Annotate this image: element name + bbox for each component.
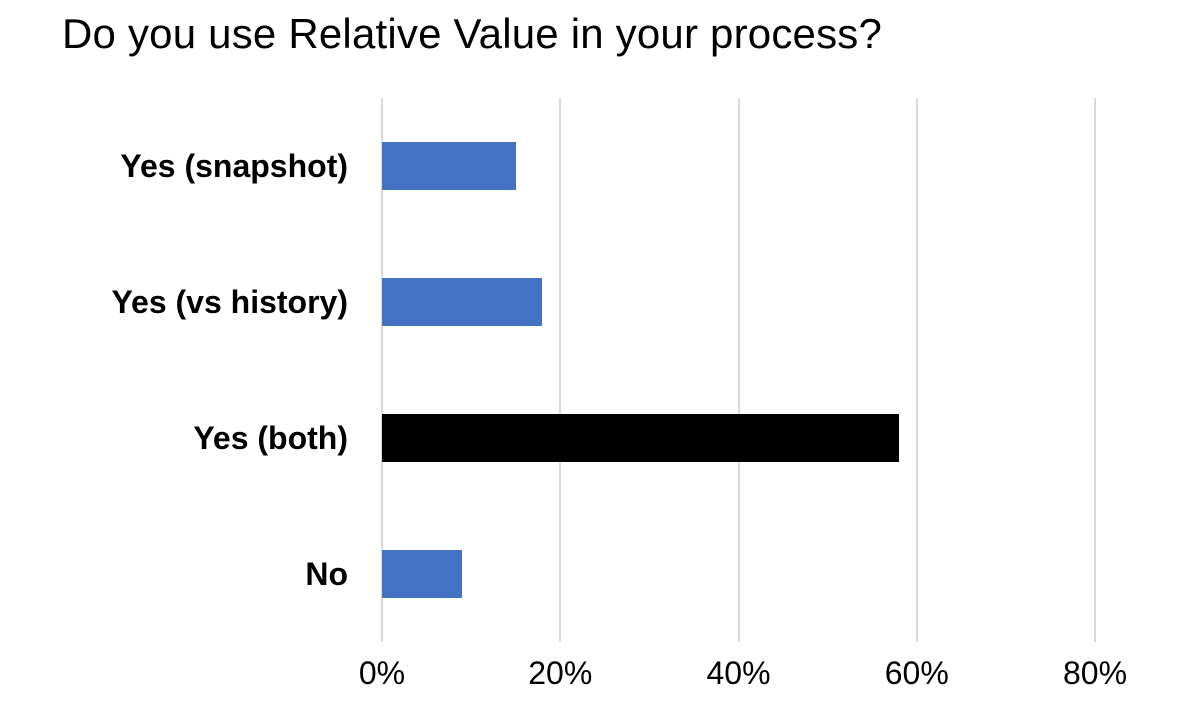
- x-tick-label: 40%: [706, 655, 771, 691]
- plot-area: [382, 98, 1095, 642]
- bar-row-yes-vs-history: [382, 234, 1095, 370]
- x-tick-label: 60%: [884, 655, 949, 691]
- category-label-yes-vs-history: Yes (vs history): [111, 283, 348, 320]
- category-label-yes-snapshot: Yes (snapshot): [120, 147, 348, 184]
- category-label-no: No: [305, 555, 348, 592]
- x-axis: 0% 20% 40% 60% 80%: [359, 655, 1127, 700]
- bar-yes-vs-history: [382, 278, 543, 326]
- gridline: [915, 98, 918, 642]
- gridline: [559, 98, 562, 642]
- gridline: [1094, 98, 1096, 642]
- x-tick-label: 20%: [528, 655, 593, 691]
- gridline: [381, 98, 383, 642]
- x-tick-label: 80%: [1062, 655, 1128, 691]
- category-axis: Yes (snapshot) Yes (vs history) Yes (both)…: [0, 98, 348, 642]
- bar-row-no: [382, 506, 1095, 642]
- bar-no: [382, 550, 463, 598]
- bar-yes-snapshot: [382, 142, 516, 190]
- bar-yes-both: [382, 414, 899, 462]
- category-label-yes-both: Yes (both): [193, 419, 348, 456]
- bar-row-yes-snapshot: [382, 98, 1095, 234]
- bar-row-yes-both: [382, 370, 1095, 506]
- chart-title: Do you use Relative Value in your proces…: [62, 10, 883, 57]
- x-tick-label: 0%: [358, 655, 406, 691]
- gridlines: [381, 98, 1096, 642]
- gridline: [737, 98, 740, 642]
